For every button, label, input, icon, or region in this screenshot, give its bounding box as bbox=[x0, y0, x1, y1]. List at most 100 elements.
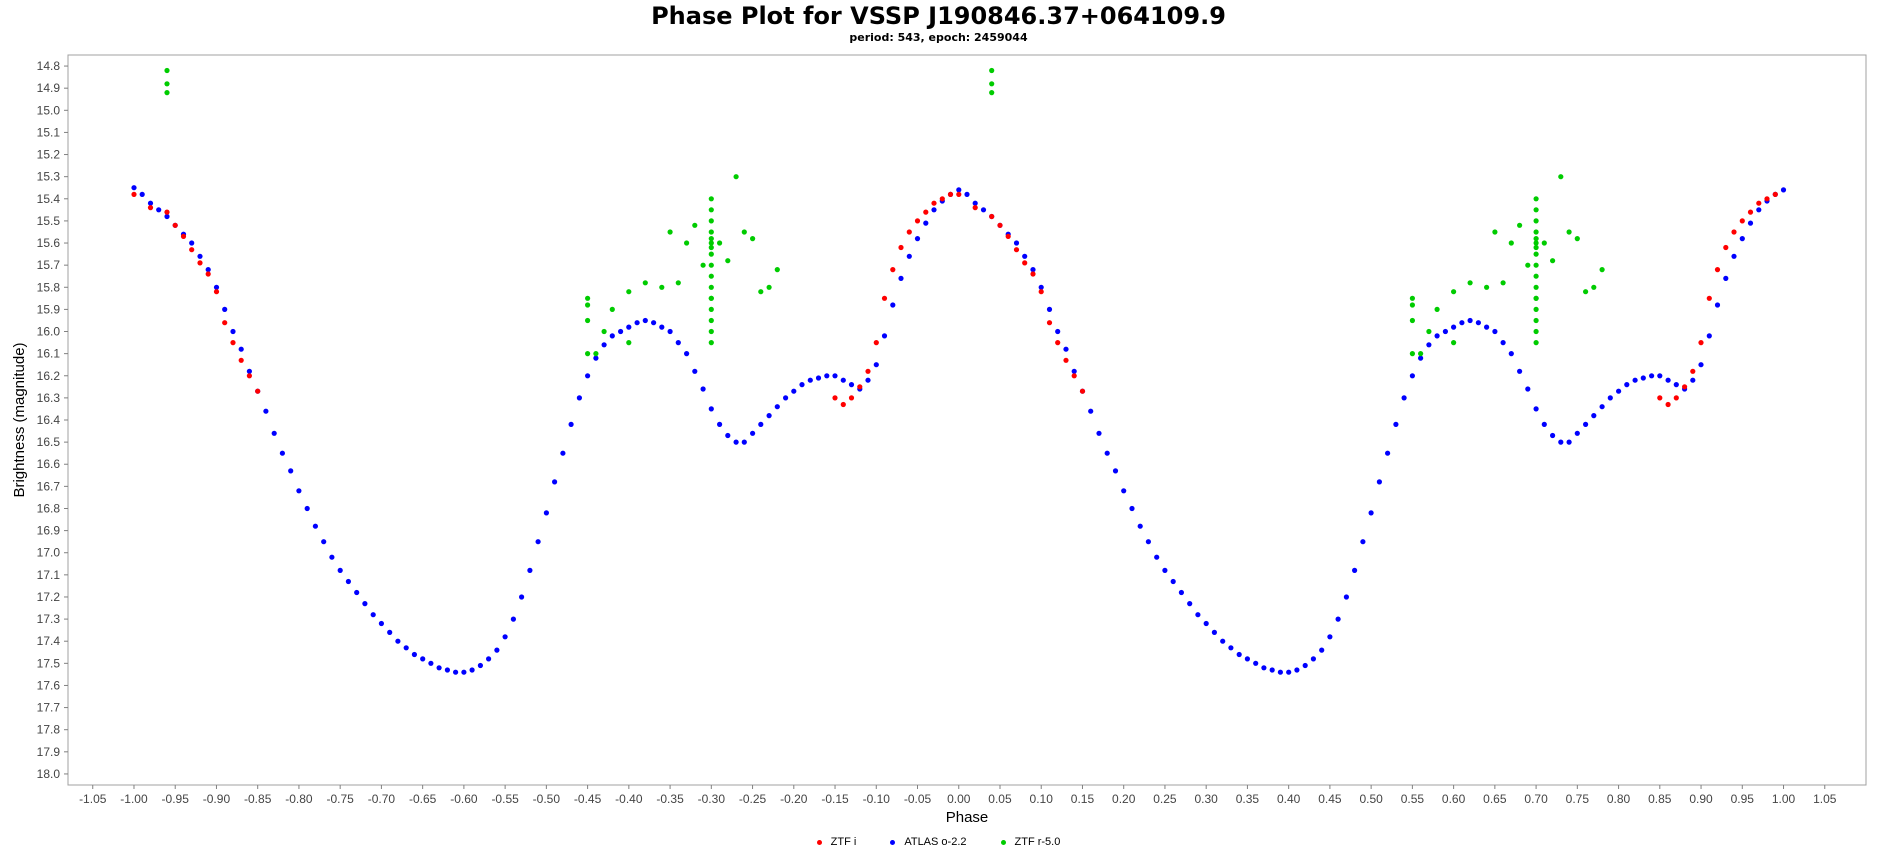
x-tick-label: -0.35 bbox=[656, 792, 684, 806]
y-tick-label: 15.0 bbox=[37, 103, 61, 117]
point-atlas-o-2-2 bbox=[840, 377, 846, 383]
point-ztf-r-5-0 bbox=[1508, 240, 1514, 246]
point-ztf-r-5-0 bbox=[1500, 280, 1506, 286]
point-ztf-r-5-0 bbox=[1533, 328, 1539, 335]
point-atlas-o-2-2 bbox=[799, 382, 805, 388]
point-atlas-o-2-2 bbox=[568, 421, 574, 427]
point-ztf-r-5-0 bbox=[1533, 306, 1539, 312]
point-atlas-o-2-2 bbox=[824, 373, 830, 379]
point-atlas-o-2-2 bbox=[477, 662, 483, 669]
point-atlas-o-2-2 bbox=[593, 355, 599, 361]
point-ztf-i bbox=[1055, 340, 1061, 346]
point-atlas-o-2-2 bbox=[1409, 373, 1415, 379]
y-tick-label: 15.4 bbox=[37, 192, 61, 206]
point-atlas-o-2-2 bbox=[865, 377, 871, 383]
y-tick-label: 18.0 bbox=[37, 767, 61, 781]
point-atlas-o-2-2 bbox=[378, 620, 384, 627]
point-atlas-o-2-2 bbox=[634, 320, 640, 326]
point-atlas-o-2-2 bbox=[139, 191, 145, 197]
point-atlas-o-2-2 bbox=[1418, 355, 1424, 361]
point-ztf-i bbox=[1030, 271, 1036, 277]
point-atlas-o-2-2 bbox=[898, 275, 904, 281]
point-ztf-r-5-0 bbox=[585, 317, 591, 324]
point-atlas-o-2-2 bbox=[1739, 236, 1745, 242]
y-tick-label: 17.2 bbox=[37, 590, 61, 604]
point-ztf-i bbox=[1682, 384, 1688, 390]
point-ztf-r-5-0 bbox=[1533, 236, 1539, 242]
point-ztf-r-5-0 bbox=[708, 262, 714, 268]
point-atlas-o-2-2 bbox=[807, 377, 813, 383]
point-atlas-o-2-2 bbox=[560, 450, 566, 456]
point-atlas-o-2-2 bbox=[1624, 382, 1630, 388]
point-ztf-r-5-0 bbox=[1591, 284, 1597, 290]
point-atlas-o-2-2 bbox=[527, 567, 533, 574]
y-tick-label: 17.9 bbox=[37, 745, 61, 759]
x-tick-label: -0.30 bbox=[698, 792, 726, 806]
x-tick-label: -0.80 bbox=[285, 792, 313, 806]
point-atlas-o-2-2 bbox=[304, 505, 310, 512]
point-ztf-r-5-0 bbox=[708, 196, 714, 202]
point-atlas-o-2-2 bbox=[651, 320, 657, 326]
point-atlas-o-2-2 bbox=[494, 647, 500, 653]
legend-item: ATLAS o-2.2 bbox=[890, 836, 967, 848]
point-ztf-r-5-0 bbox=[675, 280, 681, 286]
point-ztf-r-5-0 bbox=[667, 229, 673, 235]
point-ztf-r-5-0 bbox=[1517, 222, 1523, 228]
point-ztf-i bbox=[205, 271, 211, 277]
point-atlas-o-2-2 bbox=[725, 432, 731, 439]
point-atlas-o-2-2 bbox=[766, 413, 772, 419]
point-ztf-i bbox=[1079, 388, 1086, 394]
point-ztf-r-5-0 bbox=[708, 207, 714, 213]
point-ztf-r-5-0 bbox=[585, 295, 591, 301]
point-ztf-i bbox=[238, 357, 244, 363]
point-atlas-o-2-2 bbox=[1690, 377, 1696, 383]
x-tick-label: 0.45 bbox=[1318, 792, 1342, 806]
x-tick-label: -1.00 bbox=[120, 792, 148, 806]
point-ztf-i bbox=[131, 191, 137, 197]
point-atlas-o-2-2 bbox=[626, 324, 632, 330]
point-atlas-o-2-2 bbox=[1319, 647, 1325, 653]
x-axis: -1.05 -1.00 -0.95 -0.90 -0.85 -0.80 -0.75 -0.70… bbox=[79, 785, 1837, 806]
point-ztf-r-5-0 bbox=[708, 273, 714, 279]
point-ztf-r-5-0 bbox=[1409, 302, 1415, 308]
point-atlas-o-2-2 bbox=[362, 601, 368, 607]
point-atlas-o-2-2 bbox=[750, 430, 756, 436]
point-atlas-o-2-2 bbox=[708, 406, 714, 412]
point-ztf-i bbox=[172, 222, 178, 228]
point-atlas-o-2-2 bbox=[609, 333, 615, 339]
x-tick-label: -0.40 bbox=[615, 792, 643, 806]
point-atlas-o-2-2 bbox=[1525, 386, 1531, 392]
point-ztf-r-5-0 bbox=[708, 244, 714, 251]
x-tick-label: -0.45 bbox=[574, 792, 602, 806]
point-atlas-o-2-2 bbox=[815, 375, 822, 381]
point-atlas-o-2-2 bbox=[1616, 388, 1622, 394]
x-tick-label: -0.55 bbox=[491, 792, 519, 806]
point-atlas-o-2-2 bbox=[1566, 439, 1572, 445]
point-ztf-r-5-0 bbox=[593, 351, 599, 357]
point-ztf-r-5-0 bbox=[717, 240, 723, 246]
y-tick-label: 15.3 bbox=[37, 170, 61, 184]
point-atlas-o-2-2 bbox=[147, 200, 154, 206]
point-ztf-i bbox=[832, 395, 838, 401]
point-atlas-o-2-2 bbox=[1302, 662, 1308, 669]
point-atlas-o-2-2 bbox=[1294, 667, 1300, 673]
point-atlas-o-2-2 bbox=[1170, 578, 1176, 585]
point-atlas-o-2-2 bbox=[230, 328, 236, 335]
x-tick-label: -0.90 bbox=[203, 792, 231, 806]
point-atlas-o-2-2 bbox=[923, 220, 929, 226]
point-atlas-o-2-2 bbox=[1352, 567, 1358, 574]
point-atlas-o-2-2 bbox=[717, 421, 723, 427]
point-ztf-r-5-0 bbox=[708, 317, 714, 324]
point-ztf-i bbox=[197, 260, 203, 266]
point-atlas-o-2-2 bbox=[1517, 368, 1523, 374]
point-atlas-o-2-2 bbox=[1154, 554, 1160, 560]
point-ztf-r-5-0 bbox=[750, 236, 756, 242]
point-atlas-o-2-2 bbox=[1137, 523, 1143, 529]
point-atlas-o-2-2 bbox=[1731, 253, 1737, 259]
point-ztf-r-5-0 bbox=[1484, 284, 1490, 290]
point-ztf-i bbox=[989, 213, 995, 220]
point-ztf-i bbox=[1063, 357, 1069, 363]
point-ztf-r-5-0 bbox=[1533, 273, 1539, 279]
point-ztf-r-5-0 bbox=[708, 306, 714, 312]
point-ztf-r-5-0 bbox=[585, 302, 591, 308]
